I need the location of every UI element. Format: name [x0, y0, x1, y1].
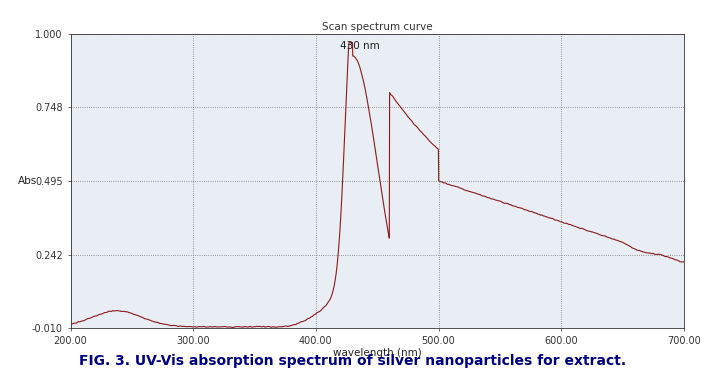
Title: Scan spectrum curve: Scan spectrum curve [322, 22, 432, 32]
Y-axis label: Abs: Abs [18, 176, 37, 186]
X-axis label: wavelength (nm): wavelength (nm) [333, 348, 422, 359]
Text: FIG. 3. UV-Vis absorption spectrum of silver nanoparticles for extract.: FIG. 3. UV-Vis absorption spectrum of si… [79, 354, 626, 368]
Text: 430 nm: 430 nm [341, 41, 380, 51]
